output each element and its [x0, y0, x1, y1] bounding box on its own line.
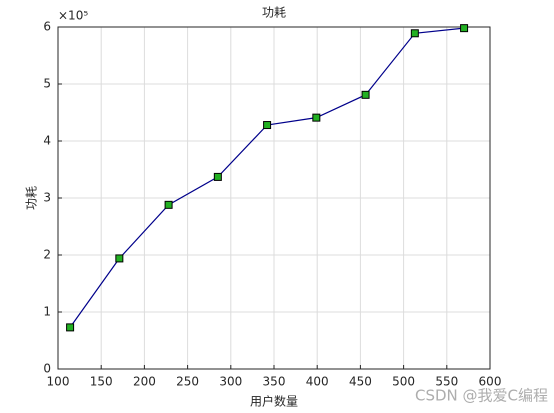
y-tick-label: 3 [43, 191, 51, 205]
x-tick-label: 600 [479, 375, 502, 389]
x-tick-label: 300 [219, 375, 242, 389]
y-tick-label: 2 [43, 248, 51, 262]
y-axis-label: 功耗 [25, 186, 39, 210]
x-tick-label: 100 [47, 375, 70, 389]
marker [263, 121, 272, 130]
y-tick-label: 5 [43, 77, 51, 91]
x-tick-label: 400 [306, 375, 329, 389]
y-tick-label: 1 [43, 305, 51, 319]
y-tick-label: 4 [43, 134, 51, 148]
x-tick-label: 450 [349, 375, 372, 389]
marker [410, 29, 419, 38]
x-axis-label: 用户数量 [250, 394, 298, 409]
marker [66, 323, 75, 332]
marker [460, 24, 469, 33]
line [69, 27, 465, 328]
y-tick-label: 0 [43, 362, 51, 376]
x-tick-label: 550 [435, 375, 458, 389]
x-tick-label: 500 [392, 375, 415, 389]
x-tick-label: 150 [90, 375, 113, 389]
marker [115, 254, 124, 263]
y-tick-label: 6 [43, 20, 51, 34]
marker [312, 113, 321, 122]
x-tick-label: 200 [133, 375, 156, 389]
x-tick-label: 250 [176, 375, 199, 389]
y-exponent: ×10⁵ [58, 9, 88, 23]
watermark: CSDN @我爱C编程 [415, 387, 548, 405]
marker [213, 172, 222, 181]
plot-frame [57, 26, 491, 370]
marker [164, 200, 173, 209]
chart-title: 功耗 [262, 6, 286, 20]
x-tick-label: 350 [263, 375, 286, 389]
marker [361, 90, 370, 99]
